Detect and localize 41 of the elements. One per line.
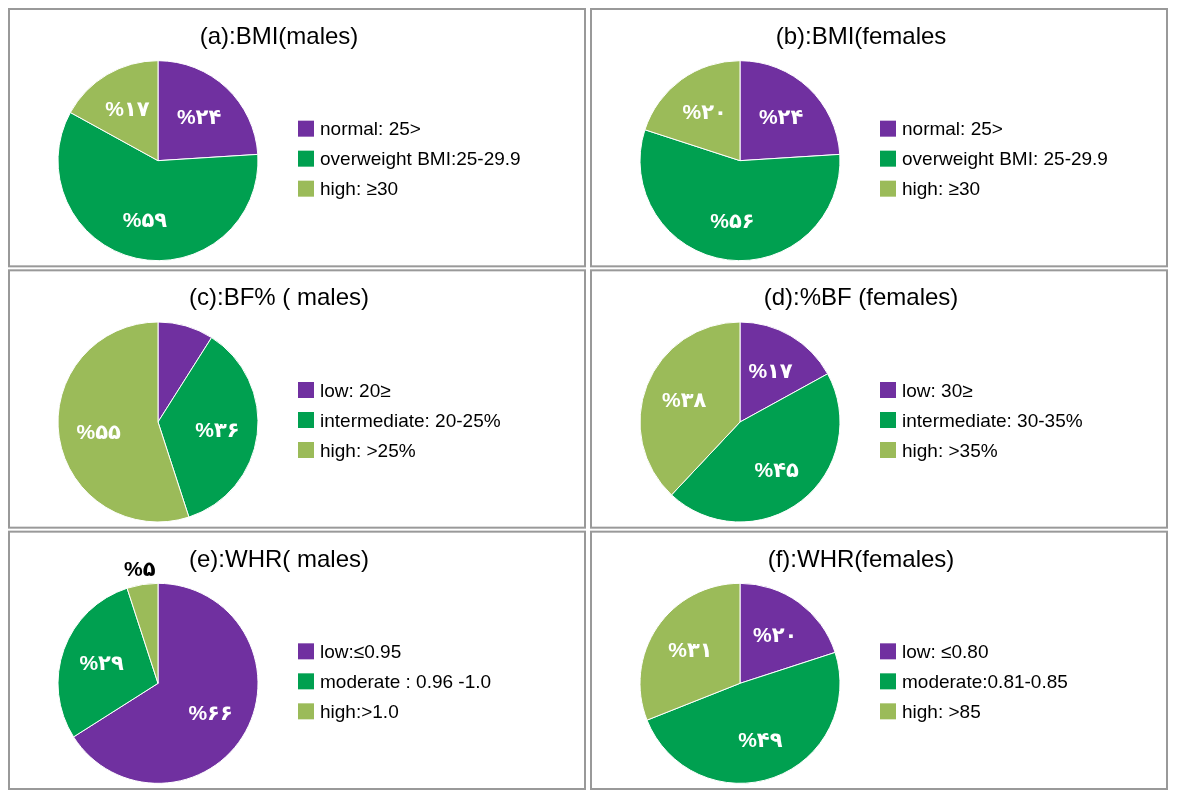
data-label: %۴۵ (754, 457, 800, 481)
chart-title: (b):BMI(females (775, 22, 947, 49)
data-label: %۱۷ (105, 97, 150, 121)
legend-label: intermediate: 20-25% (320, 409, 501, 431)
data-label: %۳۸ (662, 388, 707, 412)
data-label: %۳۱ (668, 637, 713, 661)
legend-label: high: >85 (902, 700, 981, 722)
legend-label: high: >25% (320, 439, 416, 461)
data-label: %۵۹ (122, 207, 168, 231)
chart-title: (f):WHR(females) (767, 544, 955, 572)
data-label: %۲۰ (753, 623, 798, 647)
data-label: %۱۷ (748, 358, 793, 382)
data-label: %۵۵ (76, 419, 122, 443)
data-label: %۲۴ (758, 105, 804, 129)
chart-title: (e):WHR( males) (189, 544, 369, 572)
legend-label: overweight BMI:25-29.9 (320, 148, 521, 170)
legend-label: overweight BMI: 25-29.9 (902, 148, 1108, 170)
data-label: %۲۹ (79, 651, 124, 675)
legend-label: intermediate: 30-35% (902, 409, 1083, 431)
data-label: %۵۶ (710, 208, 755, 232)
legend-label: moderate:0.81-0.85 (902, 670, 1068, 692)
legend-label: high: ≥30 (320, 178, 399, 200)
legend-label: low: 20≥ (320, 379, 391, 401)
legend-label: high: >35% (902, 439, 998, 461)
chart-title: (a):BMI(males) (199, 22, 359, 49)
legend-label: high:>1.0 (320, 700, 399, 722)
data-label: %۴۹ (738, 728, 783, 752)
legend-label: low: ≤0.80 (902, 640, 989, 662)
data-label: %۳۶ (195, 417, 240, 441)
data-label: %۵ (124, 557, 156, 581)
legend-label: moderate : 0.96 -1.0 (320, 670, 492, 692)
data-label: %۶۶ (188, 700, 233, 724)
chart-title: (d):%BF (females) (763, 283, 959, 311)
legend-label: high: ≥30 (902, 178, 981, 200)
legend-label: normal: 25> (320, 118, 421, 140)
data-label: %۲۰ (682, 100, 727, 124)
legend-label: normal: 25> (902, 118, 1003, 140)
legend-label: low:≤0.95 (320, 640, 402, 662)
legend-label: low: 30≥ (902, 379, 973, 401)
chart-title: (c):BF% ( males) (189, 283, 369, 311)
data-label: %۲۴ (176, 105, 222, 129)
